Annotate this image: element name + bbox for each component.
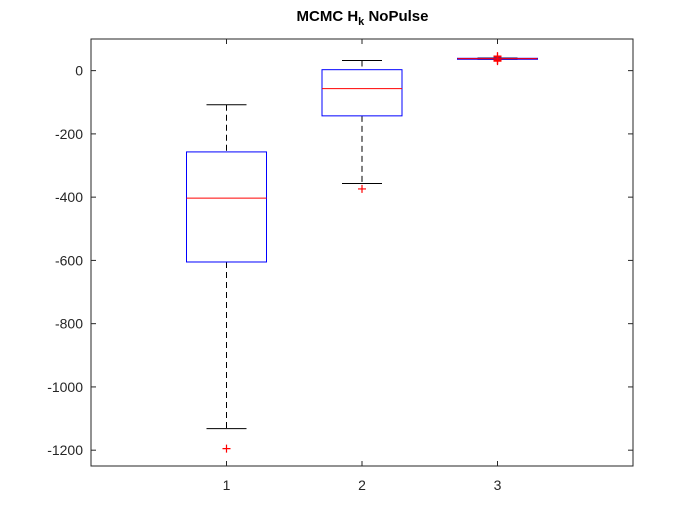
y-tick-label: -1200 [47,442,83,458]
outlier-marker [358,184,366,193]
plot-area [90,38,634,467]
outlier-marker [222,444,231,453]
iqr-box [186,151,267,263]
y-tick-label: -400 [55,189,83,205]
y-tick-label: -200 [55,126,83,142]
chart-title-subscript: k [358,16,365,28]
y-tick-label: -800 [55,316,83,332]
x-tick-label: 3 [494,477,502,493]
outlier-marker [493,52,502,61]
x-tick-label: 1 [223,477,231,493]
y-tick-label: -1000 [47,379,83,395]
chart-title: MCMC Hk NoPulse [0,8,700,28]
x-tick-label: 2 [358,477,366,493]
chart-title-suffix: NoPulse [364,8,429,25]
y-tick-label: -600 [55,252,83,268]
y-tick-label: 0 [75,63,83,79]
chart-title-main: MCMC H [296,8,359,25]
iqr-box [321,69,403,117]
